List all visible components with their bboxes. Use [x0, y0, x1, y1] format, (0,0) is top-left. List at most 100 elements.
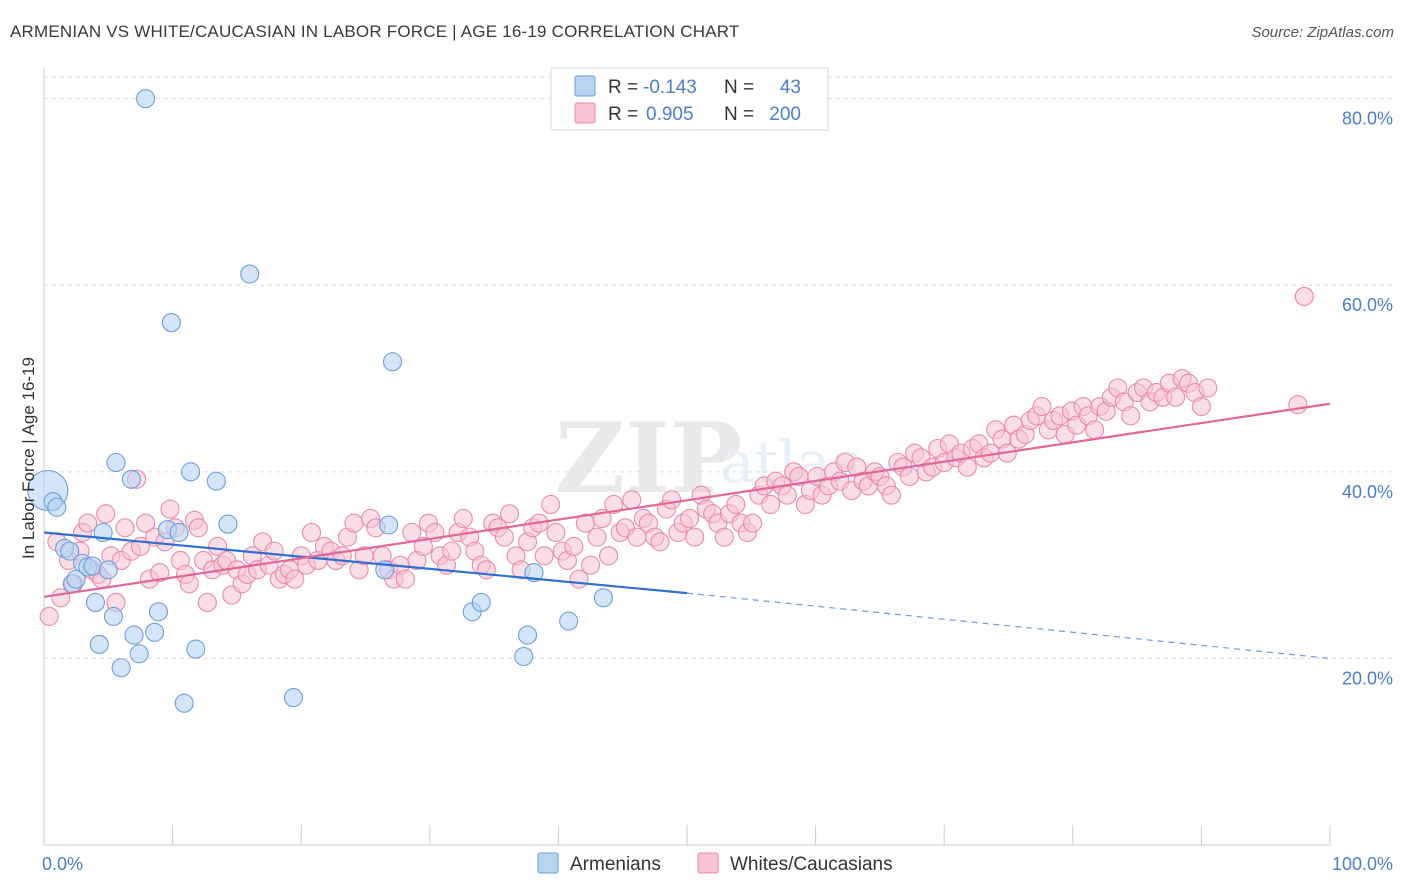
white-caucasian-point [136, 513, 156, 533]
x-tick-label: 0.0% [42, 854, 83, 874]
x-tick-label: 100.0% [1332, 854, 1393, 874]
white-caucasian-point [115, 518, 135, 538]
armenian-point [129, 644, 149, 664]
white-caucasian-point [301, 522, 322, 543]
chart-title: ARMENIAN VS WHITE/CAUCASIAN IN LABOR FOR… [10, 22, 740, 41]
legend-box [550, 67, 829, 131]
white-caucasian-point [499, 504, 520, 524]
white-caucasian-point [179, 574, 199, 594]
tick-labels: 20.0% 40.0% 60.0% 80.0% 0.0% 100.0% [42, 109, 1393, 874]
legend: R = -0.143 N = 43 R = 0.905 N = 200 [550, 67, 829, 131]
bottom-legend-white-swatch [697, 852, 719, 874]
y-axis-label: In Labor Force | Age 16-19 [19, 357, 38, 559]
white-caucasian-point [599, 546, 619, 566]
legend-r-label-white: R = [608, 104, 638, 125]
white-caucasian-point [761, 494, 781, 515]
white-caucasian-point [541, 494, 561, 515]
armenian-point [240, 264, 260, 284]
bottom-legend-armenian-label: Armenians [570, 854, 661, 875]
white-caucasian-point [564, 536, 584, 557]
bottom-legend: Armenians Whites/Caucasians [537, 852, 893, 875]
armenian-point [379, 515, 399, 535]
white-caucasian-point [899, 466, 920, 487]
axes [43, 68, 1331, 846]
white-caucasian-point [413, 536, 433, 557]
white-caucasian-point [714, 527, 734, 547]
white-caucasian-point [680, 508, 700, 529]
y-tick-label: 60.0% [1342, 295, 1393, 315]
armenian-points [27, 89, 613, 713]
white-caucasian-point [1166, 387, 1186, 407]
white-caucasian-point [743, 513, 763, 533]
white-caucasian-point [604, 494, 624, 515]
armenian-point [98, 560, 118, 580]
white-caucasian-point [150, 563, 170, 583]
white-caucasian-point [197, 592, 217, 612]
armenian-point [524, 563, 544, 583]
armenian-point [103, 606, 123, 626]
armenian-point [85, 592, 105, 612]
white-caucasian-point [662, 490, 682, 510]
white-caucasian-point [726, 494, 746, 515]
white-caucasian-point [650, 532, 670, 552]
legend-white-swatch [574, 102, 596, 124]
armenian-point [218, 514, 238, 534]
armenian-point [148, 602, 169, 622]
white-caucasian-point [442, 541, 462, 561]
white-caucasian-point [1294, 286, 1314, 306]
bottom-legend-armenian-swatch [537, 852, 559, 874]
armenian-point [111, 658, 131, 678]
white-caucasian-point [395, 569, 415, 589]
white-caucasian-point [881, 485, 902, 505]
white-caucasian-point [1085, 420, 1105, 440]
armenian-point [382, 352, 403, 372]
armenian-point [186, 639, 206, 659]
white-caucasian-point [96, 504, 116, 524]
white-caucasian-point [264, 541, 284, 561]
armenian-point [145, 622, 165, 642]
white-caucasian-point [453, 508, 473, 529]
armenian-point [559, 611, 579, 631]
armenian-point [514, 646, 534, 667]
white-caucasian-point [208, 536, 228, 557]
white-caucasian-point [777, 485, 797, 505]
legend-n-label-white: N = [724, 104, 754, 125]
white-caucasian-points [39, 286, 1314, 626]
white-caucasian-point [1191, 396, 1211, 417]
white-caucasian-point [685, 527, 705, 547]
white-caucasian-point [1032, 396, 1052, 417]
armenian-point [136, 89, 156, 109]
legend-n-label-armenian: N = [724, 77, 754, 98]
white-caucasian-point [580, 555, 601, 575]
armenian-point [161, 313, 181, 333]
chart-source: Source: ZipAtlas.com [1251, 24, 1394, 41]
y-tick-label: 20.0% [1342, 668, 1393, 688]
white-caucasian-point [160, 499, 180, 519]
armenian-point [181, 462, 201, 482]
watermark-zip: ZIP [555, 402, 742, 515]
armenian-trend-line [43, 531, 688, 595]
legend-r-value-armenian: -0.143 [643, 77, 697, 98]
legend-r-label-armenian: R = [608, 77, 638, 98]
armenian-point [471, 592, 491, 612]
armenian-point [206, 471, 226, 491]
armenian-point [593, 588, 613, 608]
armenian-point [517, 625, 538, 645]
white-caucasian-point [622, 490, 642, 510]
white-caucasian-point [476, 560, 496, 580]
white-caucasian-point [39, 606, 59, 626]
white-caucasian-point [534, 546, 554, 566]
armenian-point [283, 688, 304, 708]
armenian-trend-extension [686, 592, 1331, 660]
white-caucasian-point [1121, 406, 1141, 426]
armenian-point [174, 693, 194, 713]
legend-n-value-armenian: 43 [780, 77, 801, 98]
white-caucasian-point [285, 569, 305, 589]
armenian-point [89, 634, 109, 654]
legend-r-value-white: 0.905 [646, 104, 694, 125]
white-caucasian-point [957, 457, 977, 477]
white-caucasian-point [188, 518, 208, 538]
armenian-point [169, 522, 189, 543]
armenian-point [47, 497, 67, 517]
